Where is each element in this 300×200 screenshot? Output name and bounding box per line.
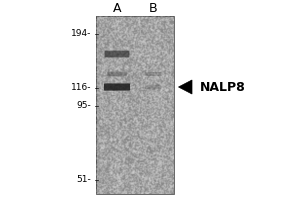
FancyBboxPatch shape	[145, 72, 161, 76]
FancyBboxPatch shape	[145, 85, 161, 89]
FancyBboxPatch shape	[105, 51, 129, 57]
FancyBboxPatch shape	[104, 83, 130, 91]
Text: 194-: 194-	[71, 29, 92, 38]
Text: B: B	[149, 2, 157, 16]
Bar	[96, 16, 174, 194]
FancyBboxPatch shape	[107, 72, 127, 76]
Text: NALP8: NALP8	[200, 81, 245, 94]
Polygon shape	[178, 80, 192, 94]
Text: 116-: 116-	[71, 83, 92, 92]
Text: A: A	[113, 2, 121, 16]
Text: 51-: 51-	[77, 176, 92, 184]
Text: 95-: 95-	[77, 102, 92, 110]
